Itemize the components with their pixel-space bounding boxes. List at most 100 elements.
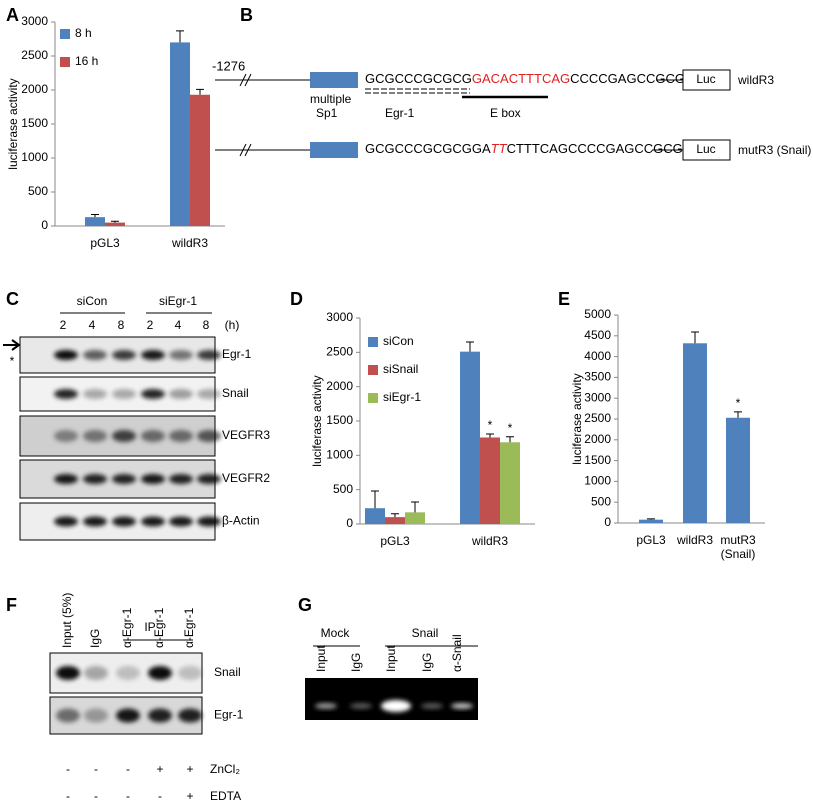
time-label: 2	[147, 318, 154, 332]
band	[83, 474, 107, 484]
y-tick-label: 500	[591, 494, 611, 508]
error-bar	[647, 518, 655, 520]
band	[197, 350, 221, 360]
error-bar	[91, 213, 99, 218]
band	[54, 350, 78, 360]
treatment-sign: -	[94, 762, 98, 776]
sp1-box	[310, 72, 358, 88]
panel-label: B	[240, 5, 253, 25]
lane-label: Input	[314, 645, 328, 672]
y-tick-label: 1500	[584, 453, 611, 467]
band	[178, 666, 202, 680]
x-tick-label: wildR3	[676, 533, 713, 547]
band	[83, 350, 107, 360]
band	[112, 350, 136, 360]
treatment-name: ZnCl₂	[210, 762, 240, 776]
band	[148, 708, 172, 723]
y-tick-label: 2000	[21, 82, 48, 96]
bar	[683, 343, 707, 523]
lane-label: IgG	[420, 653, 434, 672]
y-tick-label: 2000	[326, 379, 353, 393]
x-tick-label: mutR3 (Snail)	[720, 533, 756, 561]
sequence-part: GCGCCCGCGCG	[365, 71, 472, 86]
marker: *	[10, 354, 15, 368]
y-tick-label: 0	[604, 515, 611, 529]
treatment-sign: +	[186, 789, 193, 800]
y-tick-label: 4000	[584, 349, 611, 363]
treatment-name: EDTA	[210, 789, 241, 800]
x-tick-label: pGL3	[90, 236, 120, 250]
band	[54, 474, 78, 484]
treatment-sign: -	[126, 762, 130, 776]
band	[197, 516, 221, 527]
error-bar	[176, 30, 184, 43]
y-tick-label: 3000	[21, 14, 48, 28]
band	[116, 708, 140, 723]
error-bar	[371, 490, 379, 509]
band	[54, 516, 78, 527]
y-tick-label: 1500	[326, 413, 353, 427]
significance-label: *	[508, 421, 513, 435]
band	[83, 389, 107, 399]
time-label: 4	[89, 318, 96, 332]
sequence: GCGCCCGCGCGGACACTTTCAGCCCCGAGCCGCG	[365, 71, 685, 86]
panel-label: G	[298, 595, 312, 615]
band	[169, 389, 193, 399]
group-label: siEgr-1	[159, 294, 197, 308]
band	[169, 516, 193, 527]
x-tick-label-box: mutR3 (Snail)	[720, 533, 756, 561]
y-tick-label: 1000	[584, 474, 611, 488]
band	[350, 703, 372, 709]
legend-label: siCon	[383, 334, 414, 348]
significance-label: *	[488, 418, 493, 432]
y-tick-label: 3000	[326, 310, 353, 324]
y-tick-label: 2000	[584, 432, 611, 446]
band	[451, 703, 473, 709]
row-label: Egr-1	[214, 708, 244, 722]
legend-swatch	[60, 57, 70, 67]
break-mark	[239, 143, 247, 157]
ip-blot: IP Input (5%) IgG α-Egr-1 α-Egr-1 α-Egr-1 Sna…	[49, 593, 244, 800]
error-bar	[391, 513, 399, 518]
treatment-sign: -	[158, 789, 162, 800]
y-tick-label: 500	[28, 184, 48, 198]
legend-swatch	[368, 365, 378, 375]
y-tick-label: 5000	[584, 307, 611, 321]
band	[169, 474, 193, 484]
error-bar	[506, 436, 514, 443]
sequence-part: CTTTCAGCCCCGAGCCGCG	[507, 141, 683, 156]
x-tick-label: pGL3	[636, 533, 666, 547]
chip-gel: Mock Snail Input IgG Input IgG α-Snail	[305, 626, 478, 720]
ebox-label: E box	[490, 106, 521, 120]
band	[56, 666, 80, 680]
panel-label: E	[558, 289, 570, 309]
lane-label: IgG	[88, 629, 102, 648]
band	[169, 350, 193, 360]
egr1-label: Egr-1	[385, 106, 415, 120]
sp1-label: multiple	[310, 92, 352, 106]
error-bar	[196, 88, 204, 95]
significance-label: *	[736, 396, 741, 410]
sequence-ebox: GACACTTTCAG	[472, 71, 570, 86]
luc-label: Luc	[696, 72, 715, 86]
band	[197, 389, 221, 399]
legend-swatch	[368, 337, 378, 347]
western-blot: siCon siEgr-1 (h) * 2 4 8 2 4 8 Egr-1 Snail VEGF…	[3, 294, 270, 541]
y-tick-label: 1500	[21, 116, 48, 130]
bar	[365, 508, 385, 524]
legend-label: 16 h	[75, 54, 98, 68]
break-mark	[244, 73, 252, 87]
band	[178, 708, 202, 723]
treatment-sign: -	[66, 762, 70, 776]
band	[421, 703, 443, 709]
panel-label: D	[290, 289, 303, 309]
position-label: -1276	[212, 58, 245, 73]
row-label: Egr-1	[222, 347, 252, 361]
y-tick-label: 0	[41, 218, 48, 232]
band	[141, 389, 165, 399]
band	[84, 666, 108, 680]
band	[112, 430, 136, 442]
legend-swatch	[368, 393, 378, 403]
y-tick-label: 0	[346, 516, 353, 530]
treatment-sign: +	[156, 762, 163, 776]
